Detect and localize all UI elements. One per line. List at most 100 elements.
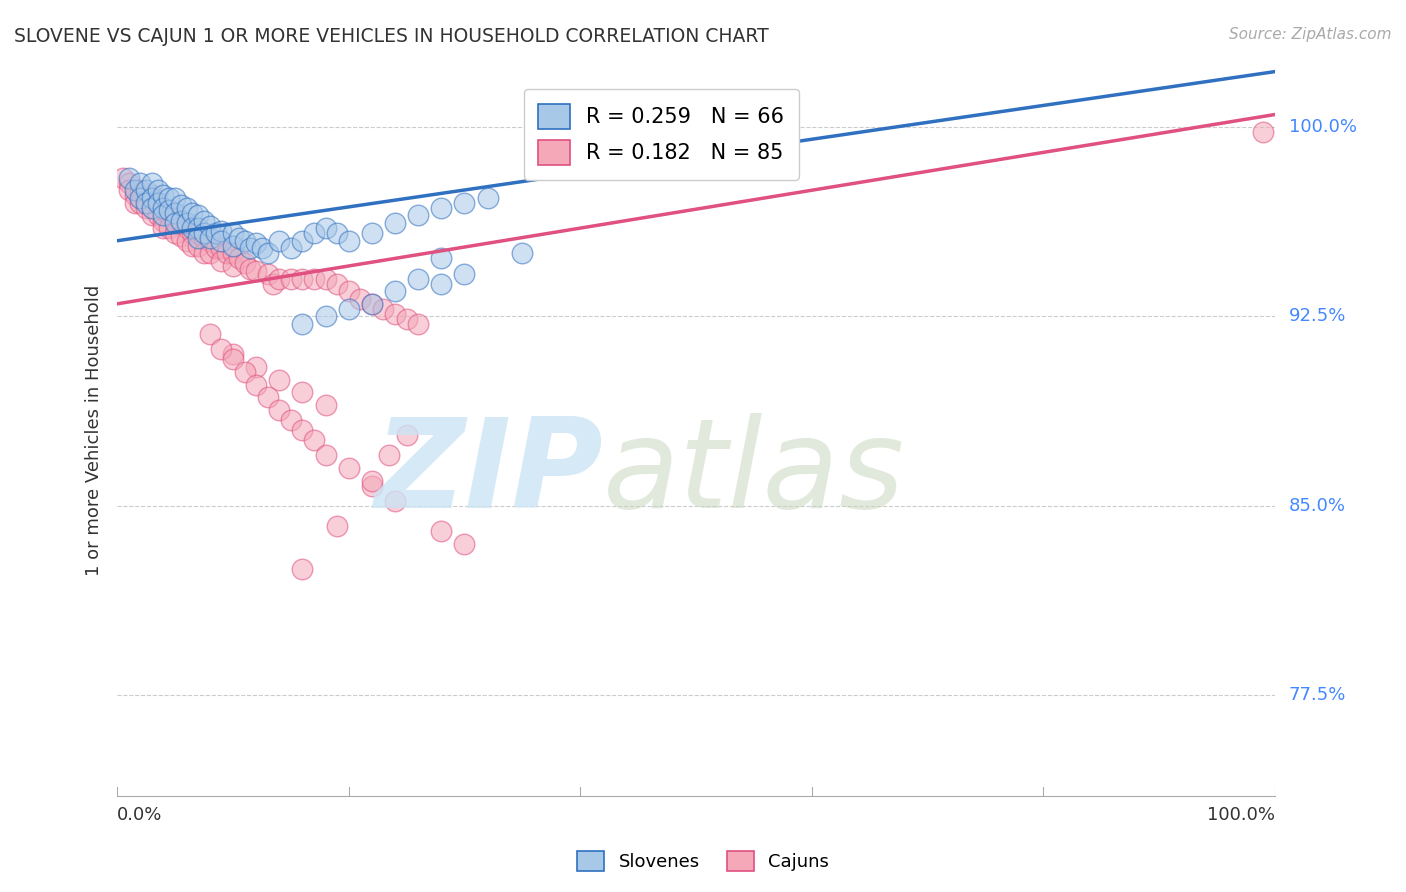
Point	[181, 221, 204, 235]
Point	[165, 206, 187, 220]
Point	[349, 292, 371, 306]
Point	[315, 310, 337, 324]
Point	[360, 474, 382, 488]
Point	[157, 191, 180, 205]
Point	[118, 176, 141, 190]
Point	[228, 231, 250, 245]
Point	[269, 373, 291, 387]
Point	[152, 201, 174, 215]
Point	[152, 188, 174, 202]
Text: 92.5%: 92.5%	[1289, 308, 1346, 326]
Point	[146, 183, 169, 197]
Point	[245, 377, 267, 392]
Point	[152, 221, 174, 235]
Point	[170, 216, 193, 230]
Point	[146, 209, 169, 223]
Point	[181, 206, 204, 220]
Point	[406, 271, 429, 285]
Point	[124, 183, 146, 197]
Point	[222, 259, 245, 273]
Point	[430, 252, 453, 266]
Point	[384, 284, 406, 298]
Point	[165, 191, 187, 205]
Point	[141, 188, 163, 202]
Point	[453, 536, 475, 550]
Point	[430, 201, 453, 215]
Point	[262, 277, 284, 291]
Point	[187, 221, 209, 235]
Point	[170, 213, 193, 227]
Text: SLOVENE VS CAJUN 1 OR MORE VEHICLES IN HOUSEHOLD CORRELATION CHART: SLOVENE VS CAJUN 1 OR MORE VEHICLES IN H…	[14, 27, 769, 45]
Point	[187, 231, 209, 245]
Point	[302, 433, 325, 447]
Point	[204, 226, 226, 240]
Point	[315, 271, 337, 285]
Point	[256, 390, 278, 404]
Point	[269, 271, 291, 285]
Point	[124, 195, 146, 210]
Point	[165, 216, 187, 230]
Point	[222, 239, 245, 253]
Point	[384, 216, 406, 230]
Point	[193, 246, 215, 260]
Point	[280, 271, 302, 285]
Point	[222, 352, 245, 367]
Point	[360, 297, 382, 311]
Point	[170, 198, 193, 212]
Point	[378, 448, 401, 462]
Point	[135, 191, 157, 205]
Point	[245, 359, 267, 374]
Point	[152, 213, 174, 227]
Point	[217, 246, 239, 260]
Point	[291, 562, 314, 576]
Point	[198, 246, 221, 260]
Point	[141, 191, 163, 205]
Point	[141, 176, 163, 190]
Point	[430, 524, 453, 538]
Point	[198, 219, 221, 233]
Point	[280, 241, 302, 255]
Point	[233, 365, 256, 379]
Point	[302, 226, 325, 240]
Point	[152, 209, 174, 223]
Point	[157, 203, 180, 218]
Point	[141, 201, 163, 215]
Point	[384, 493, 406, 508]
Point	[453, 195, 475, 210]
Point	[406, 317, 429, 331]
Point	[146, 195, 169, 210]
Point	[181, 226, 204, 240]
Point	[302, 271, 325, 285]
Point	[129, 176, 152, 190]
Point	[228, 252, 250, 266]
Point	[326, 519, 349, 533]
Point	[157, 209, 180, 223]
Point	[129, 183, 152, 197]
Point	[453, 267, 475, 281]
Point	[256, 267, 278, 281]
Point	[193, 226, 215, 240]
Text: ZIP: ZIP	[374, 414, 603, 534]
Point	[209, 224, 232, 238]
Point	[165, 226, 187, 240]
Point	[176, 216, 198, 230]
Point	[337, 461, 360, 475]
Point	[291, 234, 314, 248]
Point	[170, 228, 193, 243]
Point	[157, 221, 180, 235]
Legend: R = 0.259   N = 66, R = 0.182   N = 85: R = 0.259 N = 66, R = 0.182 N = 85	[523, 89, 799, 179]
Point	[245, 236, 267, 251]
Point	[250, 241, 273, 255]
Point	[141, 209, 163, 223]
Point	[152, 201, 174, 215]
Point	[222, 226, 245, 240]
Point	[129, 195, 152, 210]
Text: 0.0%: 0.0%	[117, 806, 163, 824]
Point	[209, 241, 232, 255]
Point	[395, 428, 418, 442]
Point	[239, 261, 262, 276]
Point	[315, 221, 337, 235]
Point	[315, 448, 337, 462]
Point	[360, 478, 382, 492]
Point	[193, 231, 215, 245]
